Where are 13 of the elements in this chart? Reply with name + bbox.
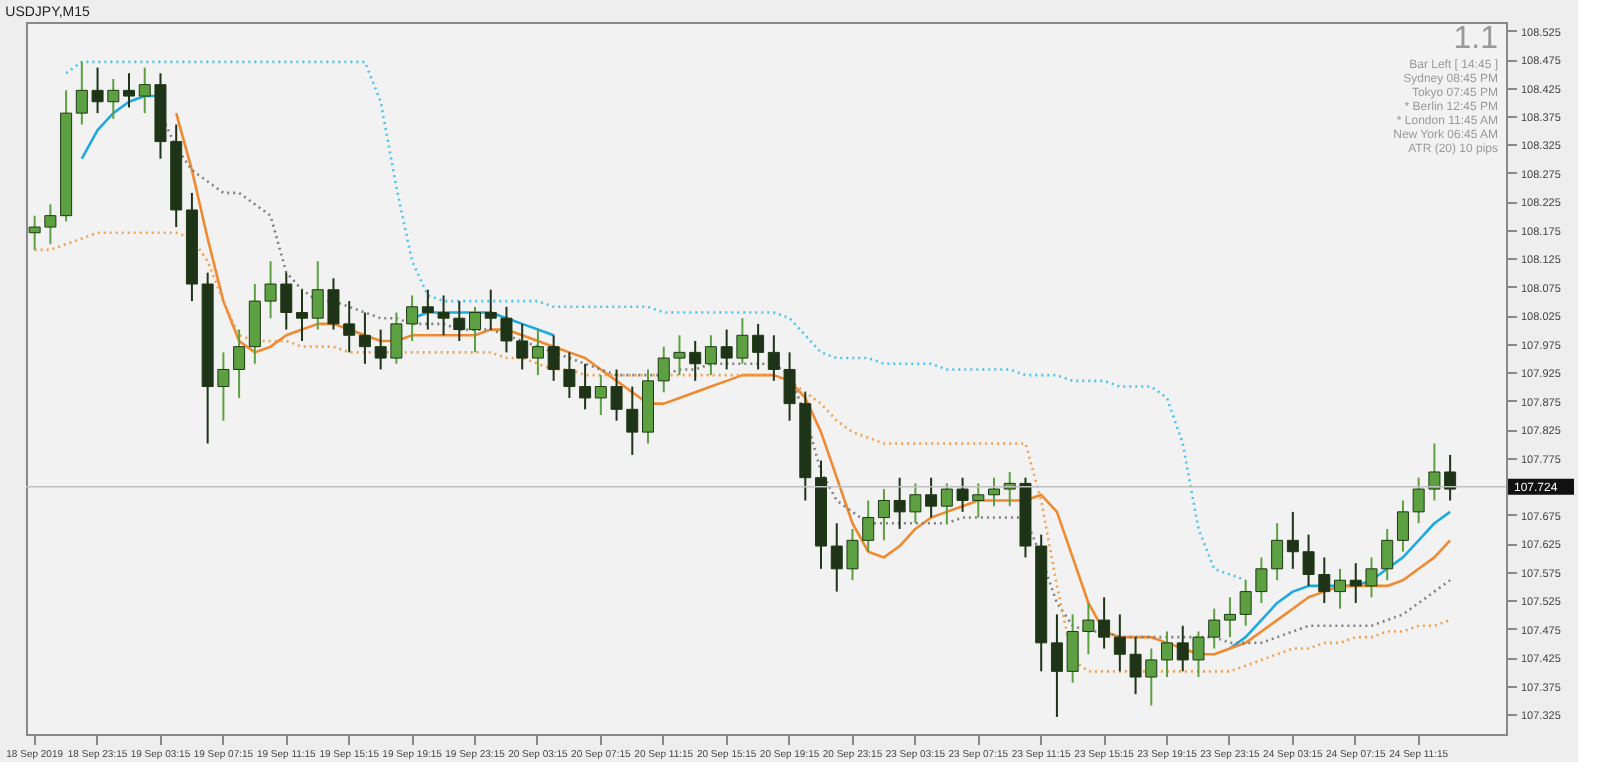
candlestick: [1161, 630, 1174, 679]
candlestick: [296, 288, 309, 342]
candlestick: [123, 72, 136, 109]
candlestick: [1223, 596, 1236, 639]
candlestick: [1050, 613, 1063, 718]
candlestick: [1334, 567, 1347, 610]
annotation: 1.1: [1453, 22, 1499, 56]
line-series: [64, 60, 1247, 582]
candlestick: [469, 305, 482, 354]
candlestick: [1396, 499, 1409, 553]
candlestick: [877, 488, 890, 542]
candlestick: [988, 476, 1001, 508]
candlestick: [704, 334, 717, 377]
